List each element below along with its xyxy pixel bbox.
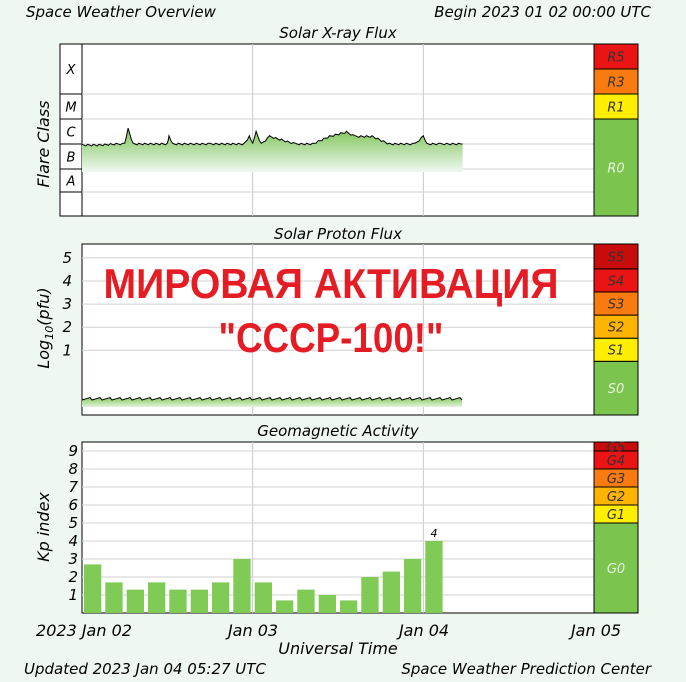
kp-bar <box>425 541 443 613</box>
scale-label: R0 <box>607 162 624 177</box>
proton-title: Solar Proton Flux <box>274 225 402 243</box>
kp-bar <box>190 589 208 613</box>
kp-bar <box>276 600 294 613</box>
scale-label: S5 <box>608 250 625 265</box>
x-tick-2: Jan 04 <box>396 621 449 640</box>
kp-tick: 9 <box>68 442 78 460</box>
overview-title: Space Weather Overview <box>26 3 217 21</box>
kp-bar <box>318 595 336 613</box>
proton-flux-line <box>81 397 463 401</box>
proton-tick: 3 <box>62 295 72 313</box>
proton-tick: 2 <box>62 318 72 336</box>
scale-label: S0 <box>608 382 625 397</box>
kp-tick: 2 <box>68 568 78 586</box>
flare-class-label: C <box>66 126 76 141</box>
flare-class-label: M <box>65 101 76 116</box>
geomag-plot-area <box>81 441 595 614</box>
scale-label: S1 <box>608 344 625 359</box>
xray-flux-area <box>82 128 463 172</box>
scale-cell <box>593 118 639 217</box>
kp-bar <box>212 582 230 613</box>
flare-class-label: B <box>67 151 76 166</box>
scale-cell <box>593 243 639 270</box>
x-axis-label: Universal Time <box>278 639 398 658</box>
prediction-center: Space Weather Prediction Center <box>401 660 651 678</box>
proton-flux-area <box>82 397 462 407</box>
kp-tick: 6 <box>68 496 78 514</box>
scale-label: S2 <box>608 321 625 336</box>
scale-label: G3 <box>607 472 625 487</box>
kp-bar <box>361 577 379 613</box>
scale-label: S3 <box>608 298 625 313</box>
kp-bar <box>340 600 358 613</box>
kp-bar <box>105 582 123 613</box>
kp-bar <box>126 589 144 613</box>
kp-tick: 5 <box>68 514 78 532</box>
begin-time: Begin 2023 01 02 00:00 UTC <box>434 3 651 21</box>
flare-class-strip <box>59 43 83 217</box>
proton-plot-area <box>81 243 595 416</box>
flare-class-label: A <box>66 175 76 190</box>
scale-label: S4 <box>608 274 625 289</box>
proton-series <box>81 397 463 407</box>
proton-ylabel: Log10(pfu) <box>34 287 56 368</box>
kp-bar <box>84 564 102 613</box>
kp-tick: 3 <box>68 550 78 568</box>
kp-bars: 4 <box>84 527 443 613</box>
x-tick-3: Jan 05 <box>568 621 621 640</box>
scale-label: G0 <box>607 562 625 577</box>
proton-tick: 1 <box>62 341 72 359</box>
scale-label: G1 <box>607 508 625 523</box>
kp-bar <box>169 589 187 613</box>
geomag-title: Geomagnetic Activity <box>257 422 420 440</box>
scale-label: G5 <box>607 441 625 456</box>
scale-cell <box>593 68 639 95</box>
kp-tick: 7 <box>68 478 78 496</box>
kp-bar <box>404 559 422 613</box>
proton-tick: 5 <box>62 249 72 267</box>
scale-cell <box>593 360 639 416</box>
kp-bar <box>297 589 315 613</box>
kp-tick: 8 <box>68 460 78 478</box>
kp-bar <box>233 559 251 613</box>
xray-flux-line <box>81 127 463 147</box>
xray-plot-area <box>81 43 595 217</box>
kp-bar <box>254 582 272 613</box>
kp-bar <box>148 582 166 613</box>
x-tick-1: Jan 03 <box>225 621 278 640</box>
xray-series <box>81 127 463 172</box>
proton-tick: 4 <box>62 272 72 290</box>
kp-tick: 1 <box>68 586 78 604</box>
scale-label: G4 <box>607 454 625 469</box>
overlay-line-1: МИРОВАЯ АКТИВАЦИЯ <box>104 260 559 307</box>
updated-time: Updated 2023 Jan 04 05:27 UTC <box>24 660 266 678</box>
scale-cell <box>593 441 639 452</box>
scale-label: R5 <box>607 51 624 66</box>
scale-cell <box>593 43 639 70</box>
xray-ylabel: Flare Class <box>34 100 53 187</box>
kp-bar <box>382 571 400 613</box>
x-tick-0: 2023 Jan 02 <box>36 621 132 640</box>
scale-label: R3 <box>607 76 624 91</box>
scale-cell <box>593 522 639 614</box>
kp-bar-label: 4 <box>431 527 438 540</box>
xray-title: Solar X-ray Flux <box>279 24 397 42</box>
overlay-line-2: "СССР-100!" <box>219 314 444 361</box>
flare-class-label: X <box>66 63 77 78</box>
kp-ylabel: Kp index <box>34 492 53 562</box>
scale-label: R1 <box>607 101 624 116</box>
kp-tick: 4 <box>68 532 78 550</box>
scale-label: G2 <box>607 490 625 505</box>
scale-cell <box>593 93 639 120</box>
